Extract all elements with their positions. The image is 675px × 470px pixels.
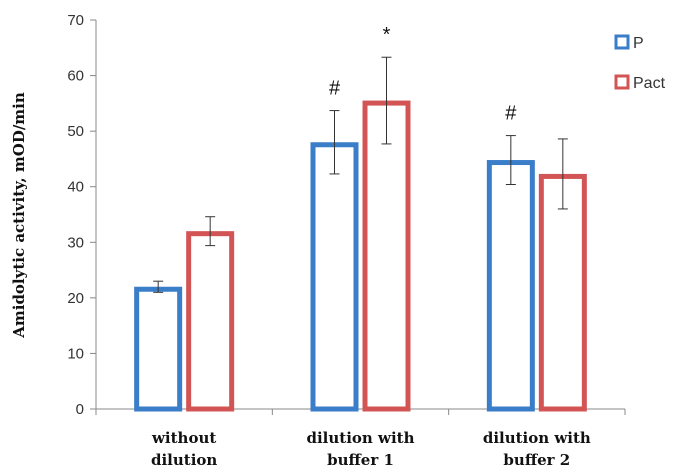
y-tick-label: 70 <box>67 12 84 29</box>
bar-p-2 <box>486 160 535 412</box>
bar-pact-1 <box>362 100 411 412</box>
significance-marker: * <box>383 24 391 46</box>
legend-label-pact: Pact <box>633 75 666 92</box>
x-category-label: buffer 2 <box>503 451 570 469</box>
y-tick-label: 60 <box>67 68 84 85</box>
x-category-label: dilution <box>151 451 217 469</box>
legend-swatch-pact <box>614 74 630 90</box>
x-axis-labels: without dilution dilution with buffer 1 dilu… <box>151 429 591 469</box>
bar-p-1 <box>310 142 359 412</box>
x-category-label: without <box>151 429 216 447</box>
bar-pact-2 <box>538 173 587 412</box>
chart-axes: 0 10 20 30 40 50 60 70 <box>67 12 626 418</box>
chart-bars <box>134 100 587 412</box>
legend-label-p: P <box>633 35 644 52</box>
error-bars <box>153 56 568 293</box>
y-tick-label: 50 <box>67 123 84 140</box>
x-category-label: dilution with <box>307 429 415 447</box>
x-category-label: dilution with <box>483 429 591 447</box>
y-tick-label: 0 <box>76 401 84 418</box>
y-axis-label: Amidolytic activity, mOD/min <box>10 92 28 339</box>
bar-p-0 <box>134 286 183 412</box>
legend-swatch-p <box>614 34 630 50</box>
y-tick-label: 30 <box>67 234 84 251</box>
y-tick-label: 10 <box>67 345 84 362</box>
y-tick-label: 20 <box>67 290 84 307</box>
significance-markers: # * # <box>329 24 517 124</box>
legend: P Pact <box>614 34 666 92</box>
bar-pact-0 <box>186 231 235 412</box>
y-tick-label: 40 <box>67 179 84 196</box>
significance-marker: # <box>329 78 341 100</box>
significance-marker: # <box>505 103 517 125</box>
x-category-label: buffer 1 <box>327 451 394 469</box>
